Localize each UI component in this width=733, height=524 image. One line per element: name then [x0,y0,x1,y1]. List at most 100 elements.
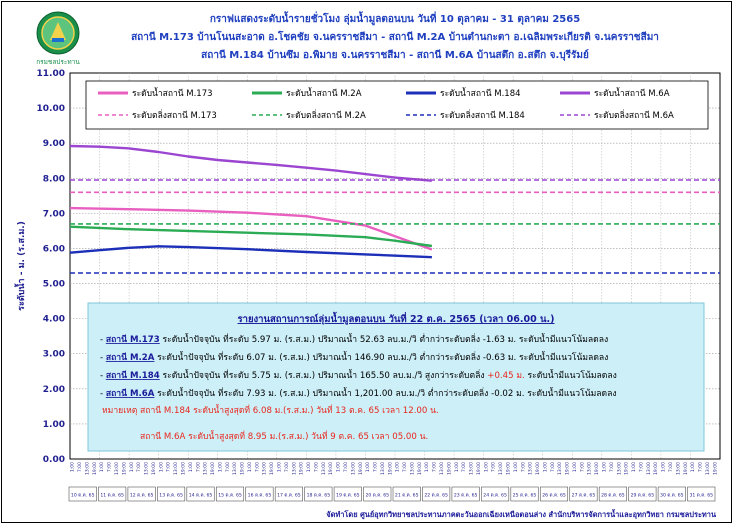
series-line [69,144,433,182]
x-hour-tick: 19:00 [92,462,98,475]
legend-label: ระดับน้ำสถานี M.6A [594,87,670,99]
note-2: สถานี M.6A ระดับน้ำสูงสุดที่ 8.95 ม.(ร.ส… [140,429,428,442]
legend-label: ระดับตลิ่งสถานี M.6A [594,109,674,121]
chart-title-3: สถานี M.184 บ้านซึม อ.พิมาย จ.นครราชสีมา… [201,49,589,61]
x-hour-tick: 13:00 [173,462,179,475]
x-hour-tick: 1:00 [454,462,460,472]
legend-label: ระดับตลิ่งสถานี M.173 [132,109,217,121]
date-label: 18 ต.ค. 65 [307,493,331,499]
x-hour-tick: 1:00 [542,462,548,472]
report-row: - สถานี M.2A ระดับน้ำปัจจุบัน ที่ระดับ 6… [100,350,608,363]
x-hour-tick: 19:00 [121,462,127,475]
x-hour-tick: 7:00 [668,462,674,472]
x-hour-tick: 1:00 [70,462,76,472]
note-1: สถานี M.184 ระดับน้ำสูงสุดที่ 6.08 ม.(ร.… [140,403,439,416]
x-hour-tick: 1:00 [661,462,667,472]
date-label: 22 ต.ค. 65 [424,493,448,499]
date-label: 27 ต.ค. 65 [572,493,596,499]
date-label: 25 ต.ค. 65 [513,493,537,499]
x-hour-tick: 13:00 [557,462,563,475]
date-label: 23 ต.ค. 65 [454,493,478,499]
x-hour-tick: 13:00 [409,462,415,475]
x-hour-tick: 19:00 [328,462,334,475]
x-hour-tick: 1:00 [217,462,223,472]
x-hour-tick-labels: 1:00 7:00 13:00 19:00 1:00 7:00 13:00 19:00 1:00… [70,462,719,475]
x-hour-tick: 1:00 [483,462,489,472]
x-hour-tick: 19:00 [712,462,718,475]
y-tick-label: 4.00 [43,315,65,325]
x-hour-tick: 7:00 [432,462,438,472]
x-hour-tick: 1:00 [188,462,194,472]
rid-logo: กรมชลประทาน [36,11,80,66]
x-hour-tick: 7:00 [609,462,615,472]
x-hour-tick: 19:00 [240,462,246,475]
x-hour-tick: 1:00 [395,462,401,472]
note-label: หมายเหตุ [102,406,137,416]
x-hour-tick: 19:00 [446,462,452,475]
series-line [69,206,433,251]
date-box [422,486,451,502]
x-hour-tick: 13:00 [469,462,475,475]
x-hour-tick: 7:00 [166,462,172,472]
series-line [69,225,433,248]
date-box [539,486,569,502]
date-label: 15 ต.ค. 65 [218,493,242,499]
x-hour-tick: 19:00 [180,462,186,475]
date-box [215,486,245,502]
date-box [510,486,539,502]
x-hour-tick: 7:00 [343,462,349,472]
x-hour-tick: 7:00 [402,462,408,472]
x-hour-tick: 7:00 [491,462,497,472]
x-hour-tick: 7:00 [520,462,526,472]
y-tick-label: 8.00 [43,174,65,184]
x-hour-tick: 7:00 [136,462,142,472]
x-hour-tick: 13:00 [114,462,120,475]
date-box [68,486,97,502]
date-box [687,486,716,502]
x-hour-tick: 1:00 [690,462,696,472]
date-box [98,486,127,502]
date-box [628,486,657,502]
report-row: - สถานี M.184 ระดับน้ำปัจจุบัน ที่ระดับ … [100,368,617,381]
x-hour-tick: 19:00 [505,462,511,475]
date-box [657,486,686,502]
date-box [481,486,510,502]
x-hour-tick: 13:00 [262,462,268,475]
x-hour-tick: 19:00 [624,462,630,475]
x-hour-tick: 19:00 [476,462,482,475]
x-hour-tick: 7:00 [313,462,319,472]
legend-label: ระดับตลิ่งสถานี M.184 [440,109,525,121]
x-hour-tick: 19:00 [535,462,541,475]
x-hour-tick: 7:00 [550,462,556,472]
date-label: 12 ต.ค. 65 [130,493,154,499]
x-hour-tick: 13:00 [439,462,445,475]
date-box [127,486,156,502]
y-tick-label: 1.00 [43,420,65,430]
legend-label: ระดับน้ำสถานี M.184 [440,87,521,99]
y-tick-label: 2.00 [43,385,65,395]
x-hour-tick: 13:00 [232,462,238,475]
date-label: 21 ต.ค. 65 [395,493,419,499]
legend-label: ระดับน้ำสถานี M.2A [286,87,362,99]
date-label: 11 ต.ค. 65 [100,493,124,499]
x-hour-tick: 19:00 [210,462,216,475]
date-box [186,486,215,502]
x-hour-tick: 19:00 [683,462,689,475]
x-hour-tick: 7:00 [638,462,644,472]
x-hour-tick: 1:00 [99,462,105,472]
x-hour-tick: 7:00 [461,462,467,472]
footer-credit: จัดทำโดย ศูนย์อุทกวิทยาชลประทานภาคตะวันอ… [326,508,717,520]
date-box [333,486,362,502]
x-hour-tick: 7:00 [579,462,585,472]
x-hour-tick: 7:00 [698,462,704,472]
y-tick-label: 6.00 [43,244,65,254]
x-hour-tick: 1:00 [572,462,578,472]
date-label: 13 ต.ค. 65 [159,493,183,499]
legend-label: ระดับน้ำสถานี M.173 [132,87,213,99]
x-hour-tick: 13:00 [350,462,356,475]
x-hour-tick: 19:00 [358,462,364,475]
x-hour-tick: 7:00 [195,462,201,472]
x-hour-tick: 1:00 [631,462,637,472]
x-hour-tick: 7:00 [107,462,113,472]
